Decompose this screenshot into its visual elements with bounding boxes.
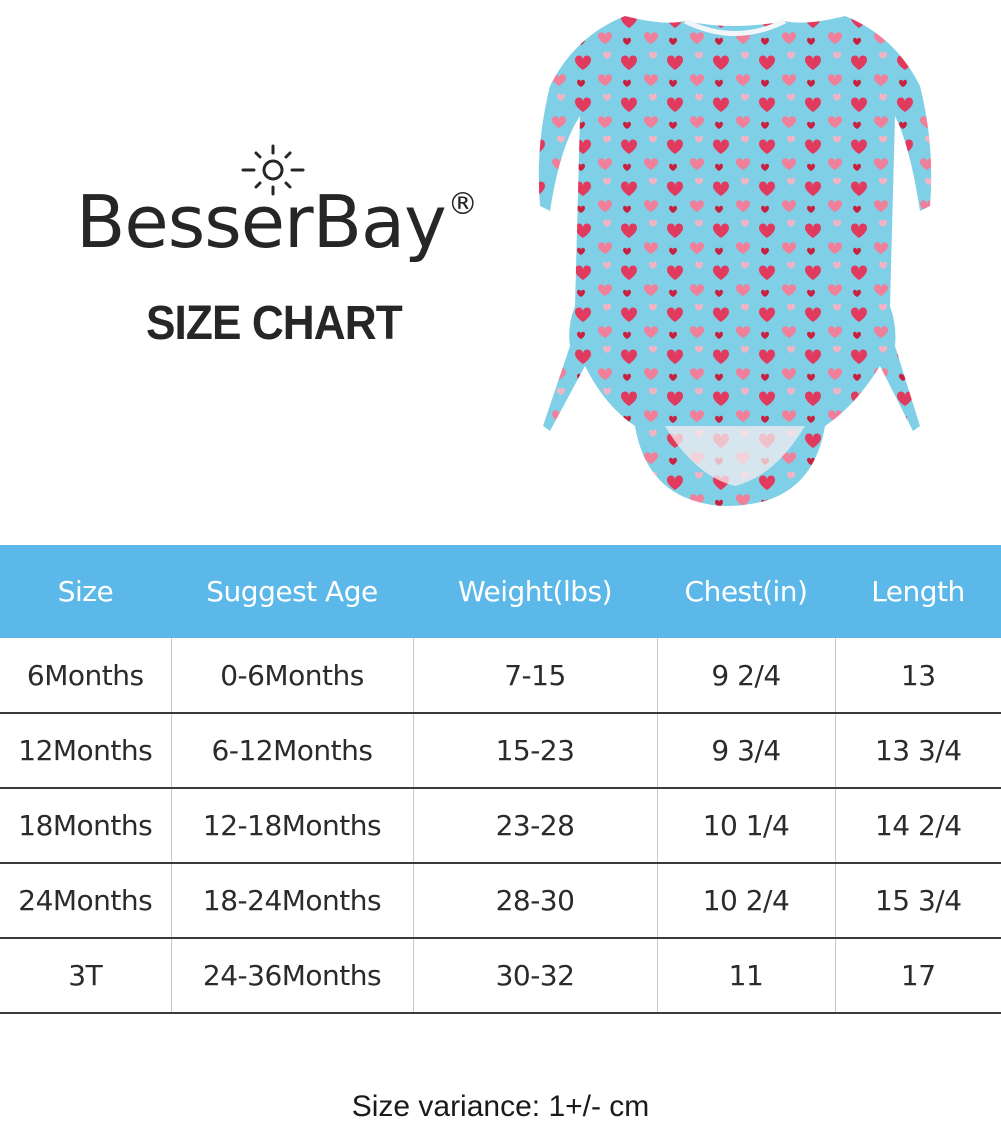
table-row: 18Months 12-18Months 23-28 10 1/4 14 2/4 [0, 788, 1001, 864]
table-row: 12Months 6-12Months 15-23 9 3/4 13 3/4 [0, 713, 1001, 789]
swimsuit-image [538, 16, 932, 506]
cell-weight: 7-15 [413, 638, 658, 714]
cell-length: 15 3/4 [835, 863, 1001, 939]
header-size: Size [57, 575, 114, 608]
cell-size: 24Months [0, 863, 172, 939]
brand-name: BesserBay [76, 180, 447, 264]
table-row: 24Months 18-24Months 28-30 10 2/4 15 3/4 [0, 863, 1001, 939]
header-length: Length [871, 575, 965, 608]
size-chart-table: Size Suggest Age Weight(lbs) Chest(in) L… [0, 545, 1001, 1014]
table-row: 3T 24-36Months 30-32 11 17 [0, 938, 1001, 1014]
cell-weight: 15-23 [413, 713, 658, 789]
cell-age: 18-24Months [171, 863, 414, 939]
cell-weight: 30-32 [413, 938, 658, 1014]
cell-chest: 9 3/4 [657, 713, 836, 789]
sun-icon [241, 144, 305, 196]
page-title: SIZE CHART [146, 297, 403, 350]
brand-logo: BesserBay® [76, 186, 516, 258]
cell-size: 6Months [0, 638, 172, 714]
cell-size: 18Months [0, 788, 172, 864]
cell-length: 14 2/4 [835, 788, 1001, 864]
cell-length: 13 [835, 638, 1001, 714]
header-suggest-age: Suggest Age [206, 575, 378, 608]
cell-chest: 10 2/4 [657, 863, 836, 939]
cell-weight: 23-28 [413, 788, 658, 864]
cell-age: 6-12Months [171, 713, 414, 789]
table-row: 6Months 0-6Months 7-15 9 2/4 13 [0, 638, 1001, 714]
cell-length: 13 3/4 [835, 713, 1001, 789]
cell-age: 24-36Months [171, 938, 414, 1014]
cell-length: 17 [835, 938, 1001, 1014]
cell-chest: 10 1/4 [657, 788, 836, 864]
cell-age: 0-6Months [171, 638, 414, 714]
cell-chest: 11 [657, 938, 836, 1014]
cell-age: 12-18Months [171, 788, 414, 864]
size-variance-note: Size variance: 1+/- cm [351, 1090, 650, 1123]
header-weight: Weight(lbs) [457, 575, 613, 608]
registered-mark: ® [447, 187, 478, 222]
cell-weight: 28-30 [413, 863, 658, 939]
cell-chest: 9 2/4 [657, 638, 836, 714]
cell-size: 12Months [0, 713, 172, 789]
cell-size: 3T [0, 938, 172, 1014]
header-chest: Chest(in) [684, 575, 808, 608]
table-header-row: Size Suggest Age Weight(lbs) Chest(in) L… [0, 545, 1001, 638]
